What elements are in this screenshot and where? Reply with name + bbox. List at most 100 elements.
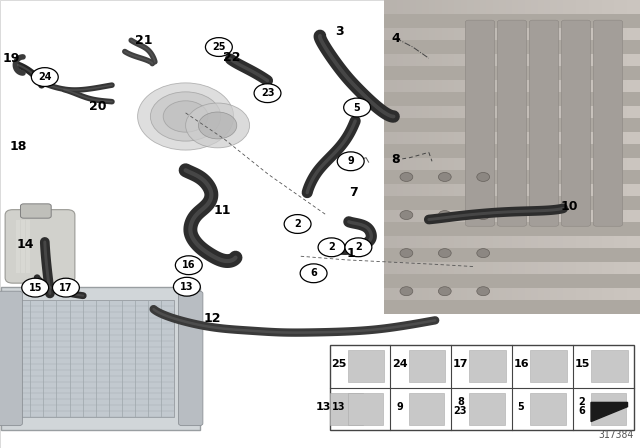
- FancyBboxPatch shape: [409, 350, 445, 383]
- FancyBboxPatch shape: [17, 300, 174, 417]
- Text: 4: 4: [391, 31, 400, 45]
- Circle shape: [254, 84, 281, 103]
- Text: 14: 14: [17, 237, 35, 251]
- Circle shape: [438, 287, 451, 296]
- Text: 2: 2: [328, 242, 335, 252]
- FancyBboxPatch shape: [529, 20, 559, 226]
- Text: 19: 19: [3, 52, 20, 65]
- Circle shape: [337, 152, 364, 171]
- FancyBboxPatch shape: [593, 20, 623, 226]
- FancyBboxPatch shape: [557, 0, 563, 314]
- Circle shape: [300, 264, 327, 283]
- FancyBboxPatch shape: [582, 0, 589, 314]
- Circle shape: [205, 38, 232, 56]
- FancyBboxPatch shape: [461, 0, 467, 314]
- Text: 18: 18: [9, 140, 27, 154]
- Circle shape: [400, 249, 413, 258]
- Circle shape: [150, 92, 221, 141]
- Text: 317384: 317384: [598, 430, 634, 440]
- Circle shape: [186, 103, 250, 148]
- FancyBboxPatch shape: [384, 222, 640, 236]
- FancyBboxPatch shape: [384, 14, 640, 28]
- FancyBboxPatch shape: [589, 0, 595, 314]
- Text: 6: 6: [310, 268, 317, 278]
- FancyBboxPatch shape: [525, 0, 531, 314]
- FancyBboxPatch shape: [608, 0, 614, 314]
- FancyBboxPatch shape: [390, 0, 397, 314]
- Circle shape: [345, 238, 372, 257]
- Circle shape: [175, 256, 202, 275]
- FancyBboxPatch shape: [384, 92, 640, 106]
- FancyBboxPatch shape: [384, 144, 640, 158]
- Text: 22: 22: [223, 51, 241, 64]
- FancyBboxPatch shape: [348, 392, 383, 425]
- FancyBboxPatch shape: [561, 20, 591, 226]
- Text: 15: 15: [28, 283, 42, 293]
- FancyBboxPatch shape: [506, 0, 512, 314]
- Text: 25: 25: [331, 359, 346, 369]
- Text: 25: 25: [212, 42, 226, 52]
- Circle shape: [400, 172, 413, 181]
- Text: 24: 24: [38, 72, 52, 82]
- FancyBboxPatch shape: [384, 170, 640, 184]
- FancyBboxPatch shape: [179, 291, 203, 426]
- FancyBboxPatch shape: [422, 0, 429, 314]
- FancyBboxPatch shape: [384, 196, 640, 210]
- Circle shape: [477, 249, 490, 258]
- FancyBboxPatch shape: [330, 345, 634, 430]
- FancyBboxPatch shape: [570, 0, 576, 314]
- FancyBboxPatch shape: [465, 20, 495, 226]
- FancyBboxPatch shape: [384, 274, 640, 288]
- FancyBboxPatch shape: [384, 300, 640, 314]
- Circle shape: [438, 172, 451, 181]
- FancyBboxPatch shape: [518, 0, 525, 314]
- FancyBboxPatch shape: [1, 287, 200, 430]
- FancyBboxPatch shape: [0, 291, 22, 426]
- Circle shape: [163, 101, 208, 132]
- FancyBboxPatch shape: [435, 0, 442, 314]
- Circle shape: [400, 287, 413, 296]
- Text: 1: 1: [346, 246, 355, 260]
- FancyBboxPatch shape: [384, 118, 640, 132]
- FancyBboxPatch shape: [474, 0, 480, 314]
- Circle shape: [477, 172, 490, 181]
- Circle shape: [438, 249, 451, 258]
- FancyBboxPatch shape: [602, 0, 608, 314]
- FancyBboxPatch shape: [5, 210, 75, 283]
- FancyBboxPatch shape: [384, 0, 390, 314]
- FancyBboxPatch shape: [348, 350, 385, 383]
- Circle shape: [284, 215, 311, 233]
- FancyBboxPatch shape: [442, 0, 448, 314]
- FancyBboxPatch shape: [480, 0, 486, 314]
- FancyBboxPatch shape: [497, 20, 527, 226]
- FancyBboxPatch shape: [409, 392, 444, 425]
- Text: 11: 11: [214, 204, 232, 217]
- FancyBboxPatch shape: [530, 392, 566, 425]
- Text: 8: 8: [391, 152, 400, 166]
- Circle shape: [52, 278, 79, 297]
- FancyBboxPatch shape: [499, 0, 506, 314]
- Text: 2
6: 2 6: [579, 397, 586, 416]
- FancyBboxPatch shape: [20, 204, 51, 218]
- FancyBboxPatch shape: [531, 0, 538, 314]
- Text: 2: 2: [294, 219, 301, 229]
- FancyBboxPatch shape: [470, 350, 506, 383]
- Circle shape: [400, 211, 413, 220]
- FancyBboxPatch shape: [410, 0, 416, 314]
- FancyBboxPatch shape: [576, 0, 582, 314]
- FancyBboxPatch shape: [544, 0, 550, 314]
- Text: 13: 13: [332, 402, 346, 412]
- FancyBboxPatch shape: [429, 0, 435, 314]
- Text: 7: 7: [349, 186, 358, 199]
- Circle shape: [22, 278, 49, 297]
- FancyBboxPatch shape: [595, 0, 602, 314]
- Text: 5: 5: [354, 103, 360, 112]
- FancyBboxPatch shape: [384, 248, 640, 262]
- Text: 21: 21: [135, 34, 153, 47]
- Circle shape: [477, 211, 490, 220]
- Circle shape: [477, 287, 490, 296]
- Text: 3: 3: [335, 25, 344, 38]
- FancyBboxPatch shape: [467, 0, 474, 314]
- Circle shape: [318, 238, 345, 257]
- FancyBboxPatch shape: [397, 0, 403, 314]
